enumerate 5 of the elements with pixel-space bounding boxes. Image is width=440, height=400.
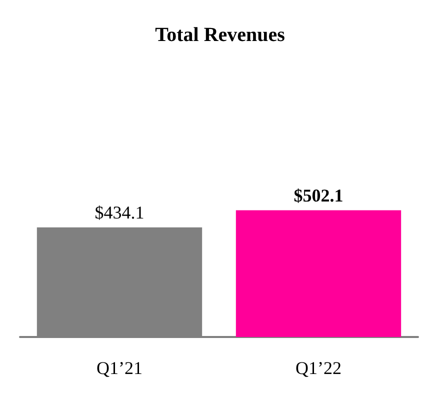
x-tick-label: Q1’22	[296, 358, 342, 378]
data-label: $502.1	[294, 185, 344, 206]
data-label: $434.1	[94, 202, 144, 222]
x-tick-label: Q1’21	[96, 358, 142, 378]
chart-title: Total Revenues	[155, 24, 286, 46]
